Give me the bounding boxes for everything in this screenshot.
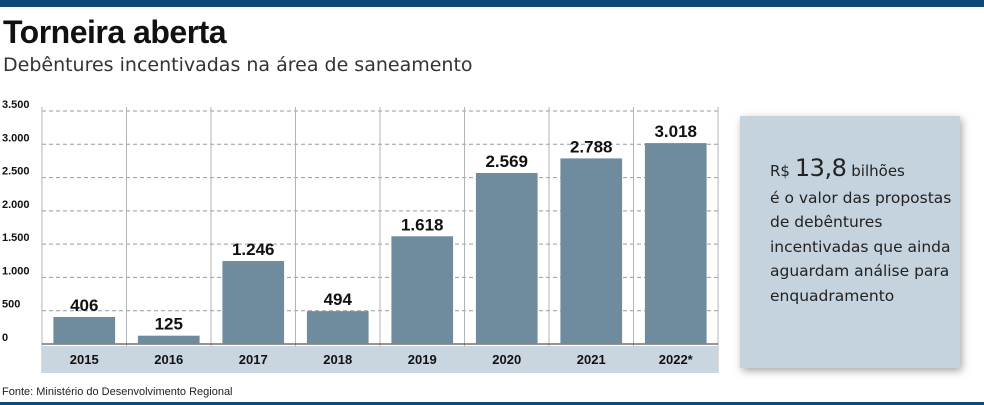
bar <box>53 316 116 344</box>
bar <box>137 335 200 344</box>
x-tick-label: 2021 <box>577 352 606 367</box>
y-tick-label: 1.500 <box>2 232 30 244</box>
top-rule <box>0 0 984 7</box>
source-note: Fonte: Ministério do Desenvolvimento Reg… <box>2 386 233 398</box>
data-label: 125 <box>155 315 183 334</box>
x-tick-label: 2018 <box>323 352 352 367</box>
x-tick-label: 2020 <box>492 352 521 367</box>
y-tick-label: 3.500 <box>2 99 30 111</box>
category-band <box>42 346 718 373</box>
bar-chart: 0 500 1.000 1.500 2.000 2.500 3.000 3.500 406 201… <box>2 99 719 373</box>
callout-unit: bilhões <box>851 162 905 180</box>
x-tick-label: 2019 <box>408 352 437 367</box>
data-label: 2.569 <box>485 152 528 171</box>
bar <box>222 261 285 344</box>
x-tick-label: 2016 <box>154 352 183 367</box>
data-label: 1.246 <box>232 240 275 259</box>
data-label: 2.788 <box>570 137 613 156</box>
callout-value: 13,8 <box>794 154 847 182</box>
data-label: 494 <box>324 290 353 309</box>
bar <box>560 158 623 344</box>
x-tick-label: 2017 <box>239 352 268 367</box>
chart-subtitle: Debêntures incentivadas na área de sanea… <box>3 54 473 76</box>
bar <box>475 172 538 344</box>
bottom-rule <box>0 402 984 405</box>
y-tick-label: 2.500 <box>2 166 30 178</box>
x-tick-label: 2022* <box>659 352 694 367</box>
x-tick-label: 2015 <box>70 352 99 367</box>
callout-text: R$ 13,8 bilhões é o valor das propostas … <box>770 156 955 308</box>
y-tick-label: 2.000 <box>2 199 30 211</box>
callout-body: é o valor das propostas de debêntures in… <box>770 188 952 305</box>
y-tick-label: 0 <box>2 332 8 344</box>
y-tick-label: 3.000 <box>2 132 30 144</box>
callout-currency: R$ <box>770 162 790 180</box>
bar <box>644 143 707 344</box>
callout-box: R$ 13,8 bilhões é o valor das propostas … <box>740 116 960 368</box>
data-label: 406 <box>70 296 98 315</box>
chart-title: Torneira aberta <box>3 14 227 50</box>
bar <box>306 311 369 344</box>
data-label: 3.018 <box>654 122 697 141</box>
data-label: 1.618 <box>401 215 444 234</box>
y-tick-label: 1.000 <box>2 265 30 277</box>
bar <box>391 236 454 344</box>
y-tick-label: 500 <box>2 299 20 311</box>
